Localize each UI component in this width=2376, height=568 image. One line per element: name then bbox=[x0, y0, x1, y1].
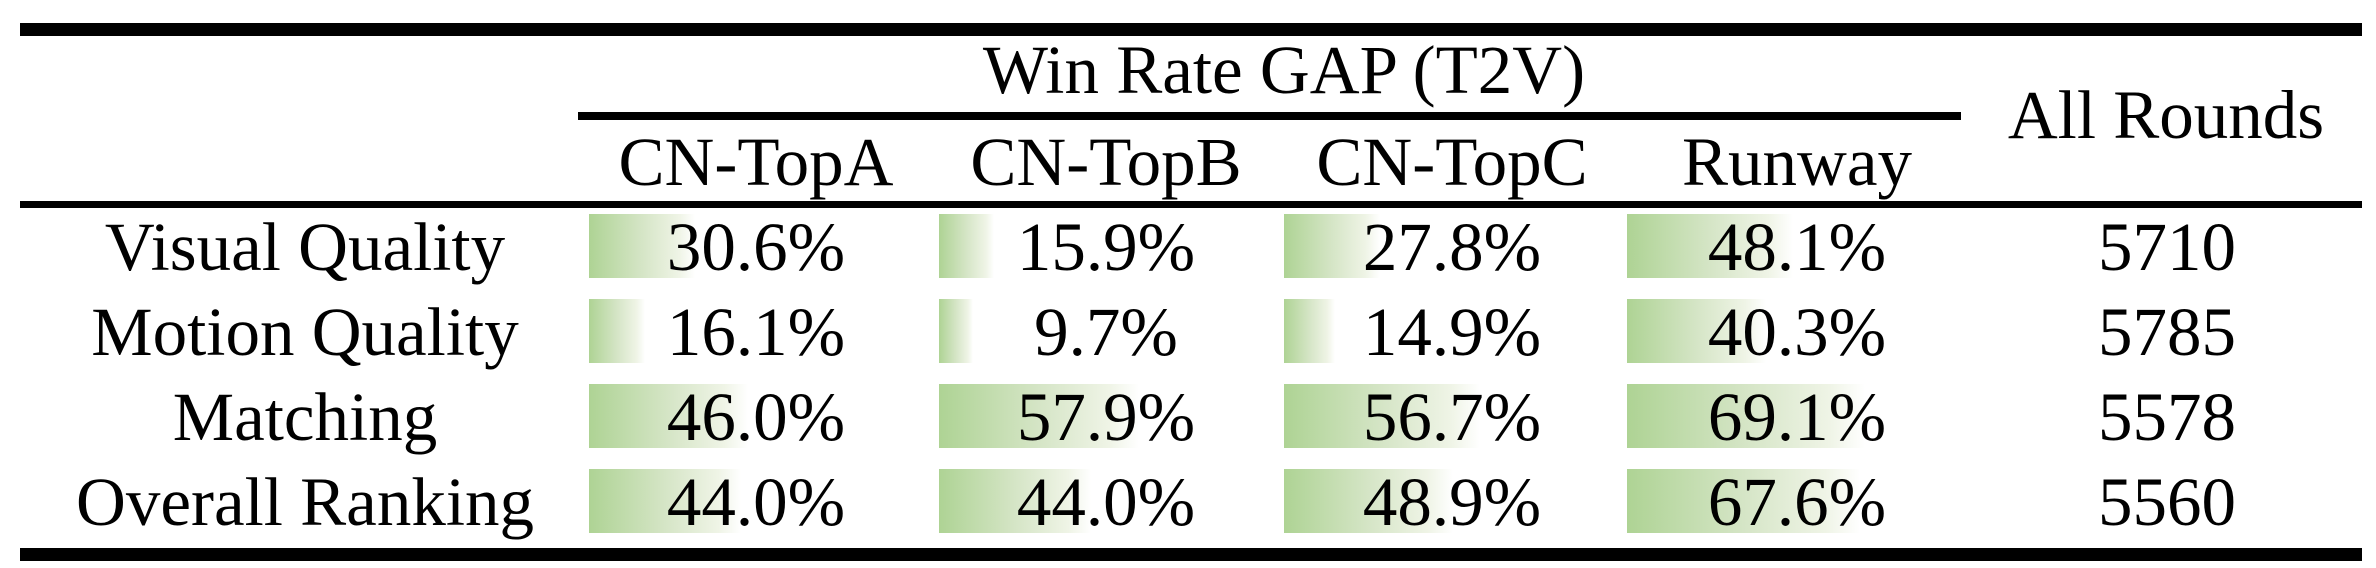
data-bar bbox=[589, 469, 741, 533]
span-header: Win Rate GAP (T2V) bbox=[982, 32, 1586, 108]
span-header-rule bbox=[578, 112, 1961, 120]
data-bar bbox=[1284, 469, 1453, 533]
cell-value: 44.0% bbox=[666, 464, 846, 540]
cell-value: 48.1% bbox=[1707, 209, 1887, 285]
cell-value: 5578 bbox=[2098, 379, 2236, 455]
data-bar bbox=[939, 469, 1091, 533]
cell-value: 15.9% bbox=[1016, 209, 1196, 285]
row-label: Motion Quality bbox=[91, 294, 519, 370]
data-bar bbox=[1627, 469, 1861, 533]
row-label: Matching bbox=[172, 379, 438, 455]
header-body-rule bbox=[20, 201, 2362, 208]
cell-value: 57.9% bbox=[1016, 379, 1196, 455]
cell-value: 30.6% bbox=[666, 209, 846, 285]
row-label: Overall Ranking bbox=[76, 464, 534, 540]
cell-value: 46.0% bbox=[666, 379, 846, 455]
data-bar bbox=[939, 384, 1139, 448]
cell-value: 27.8% bbox=[1362, 209, 1542, 285]
cell-value: 14.9% bbox=[1362, 294, 1542, 370]
column-header: Runway bbox=[1682, 124, 1912, 200]
cell-value: 56.7% bbox=[1362, 379, 1542, 455]
cell-value: 69.1% bbox=[1707, 379, 1887, 455]
data-bar bbox=[939, 214, 994, 278]
data-bar bbox=[1627, 214, 1793, 278]
data-bar bbox=[1284, 299, 1336, 363]
cell-value: 44.0% bbox=[1016, 464, 1196, 540]
cell-value: 5785 bbox=[2098, 294, 2236, 370]
row-label: Visual Quality bbox=[104, 209, 506, 285]
column-header: CN-TopC bbox=[1316, 124, 1588, 200]
data-bar bbox=[589, 384, 748, 448]
data-bar bbox=[589, 214, 695, 278]
cell-value: 67.6% bbox=[1707, 464, 1887, 540]
data-bar bbox=[589, 299, 645, 363]
cell-value: 5560 bbox=[2098, 464, 2236, 540]
column-header: CN-TopB bbox=[970, 124, 1242, 200]
cell-value: 48.9% bbox=[1362, 464, 1542, 540]
cell-value: 5710 bbox=[2098, 209, 2236, 285]
top-rule bbox=[20, 23, 2362, 36]
data-bar bbox=[1627, 299, 1766, 363]
cell-value: 16.1% bbox=[666, 294, 846, 370]
data-bar bbox=[939, 299, 973, 363]
cell-value: 40.3% bbox=[1707, 294, 1887, 370]
data-bar bbox=[1284, 214, 1380, 278]
column-header: CN-TopA bbox=[618, 124, 894, 200]
bottom-rule bbox=[20, 548, 2362, 561]
data-bar bbox=[1284, 384, 1480, 448]
all-rounds-header: All Rounds bbox=[2007, 77, 2325, 153]
cell-value: 9.7% bbox=[1034, 294, 1178, 370]
data-bar bbox=[1627, 384, 1866, 448]
